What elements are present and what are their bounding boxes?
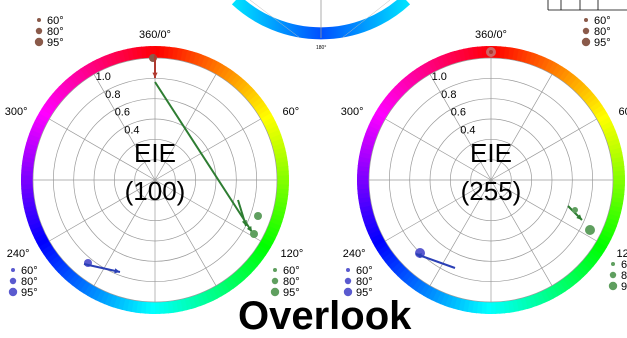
radial-tick-label: 0.4 (460, 125, 475, 137)
angle-label-left-upper: 300° (5, 106, 28, 118)
legend-red: 60°80°95° (35, 15, 64, 49)
legend-green-label: 9 (621, 281, 627, 293)
legend-green-dot (272, 278, 278, 284)
figure-caption: Overlook (238, 296, 411, 336)
legend-blue-label: 95° (21, 287, 38, 299)
angle-label-top: 360/0° (139, 29, 171, 41)
radial-tick-label: 1.0 (432, 71, 447, 83)
radial-tick-label: 0.4 (124, 125, 139, 137)
angle-label-left-lower: 240° (7, 248, 30, 260)
green-marker (572, 207, 578, 213)
legend-green-dot (610, 272, 616, 278)
legend-blue-dot (346, 268, 350, 272)
legend-red-dot (583, 28, 589, 34)
polar-figure: 180° 1.00.80.60.4360/0°60°300°120°240°18… (0, 0, 627, 329)
angle-label-left-lower: 240° (343, 248, 366, 260)
center-label-line1: EIE (134, 138, 176, 168)
center-label-line2: (255) (461, 176, 522, 206)
angle-label-right-upper: 60° (283, 106, 300, 118)
legend-green-dot (611, 262, 615, 266)
polar-panel-right: 1.00.80.60.4360/0°60300°12240°180°EIE(25… (341, 15, 627, 329)
top-right-table-fragment (548, 0, 627, 10)
blue-vector (416, 254, 455, 268)
angle-label-right-lower: 120° (281, 248, 304, 260)
legend-red-dot (584, 18, 588, 22)
radial-tick-label: 0.6 (451, 107, 466, 119)
radial-tick-label: 1.0 (96, 71, 111, 83)
angle-label-top: 360/0° (475, 29, 507, 41)
legend-green: 689 (609, 259, 627, 293)
center-label-line1: EIE (470, 138, 512, 168)
legend-red-label: 95° (594, 37, 611, 49)
legend-blue: 60°80°95° (9, 265, 38, 299)
radial-tick-label: 0.6 (115, 107, 130, 119)
angle-label-right-upper: 60 (619, 106, 627, 118)
red-marker-core (489, 50, 493, 54)
legend-red: 60°80°95° (582, 15, 611, 49)
green-marker (250, 230, 258, 238)
legend-red-dot (35, 38, 43, 46)
legend-red-dot (582, 38, 590, 46)
legend-green-dot (273, 268, 277, 272)
radial-tick-label: 0.8 (441, 89, 456, 101)
center-label-line2: (100) (125, 176, 186, 206)
radial-tick-label: 0.8 (105, 89, 120, 101)
green-marker (585, 225, 595, 235)
legend-blue-dot (10, 278, 16, 284)
polar-panel-left: 1.00.80.60.4360/0°60°300°120°240°180°EIE… (5, 15, 304, 329)
top-bottom-angle-label: 180° (316, 45, 326, 51)
angle-label-left-upper: 300° (341, 106, 364, 118)
top-partial-wheel: 180° (236, 0, 406, 51)
blue-vector (84, 264, 120, 272)
legend-blue-dot (9, 288, 17, 296)
legend-blue-dot (11, 268, 15, 272)
legend-green-dot (609, 282, 617, 290)
legend-red-dot (37, 18, 41, 22)
green-marker (254, 212, 262, 220)
legend-blue-dot (345, 278, 351, 284)
red-vector-head (152, 73, 157, 78)
legend-red-dot (36, 28, 42, 34)
legend-red-label: 95° (47, 37, 64, 49)
